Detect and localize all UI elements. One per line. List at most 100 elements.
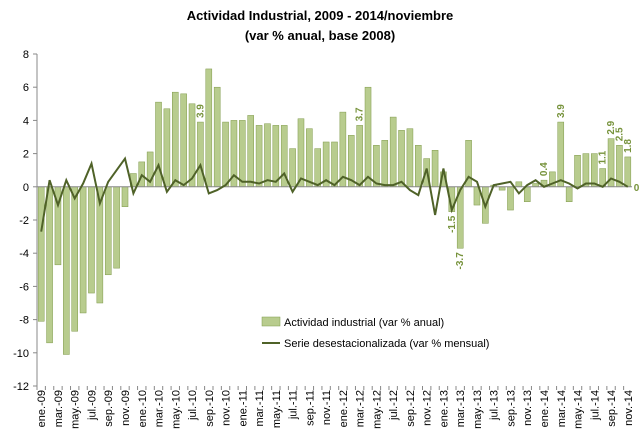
bar (507, 186, 514, 211)
bar (71, 186, 78, 332)
x-tick-label: mar.-10 (154, 390, 166, 427)
bar-value-label: 2.9 (606, 120, 617, 134)
bar (46, 186, 53, 344)
x-tick-label: nov.-12 (422, 390, 434, 426)
bar (205, 68, 213, 188)
bar-value-label: 2.5 (614, 127, 625, 141)
bar (523, 186, 531, 202)
y-tick-label: -2 (19, 215, 29, 227)
bar (79, 186, 87, 314)
bar-value-label: 1.8 (623, 139, 634, 153)
x-tick-label: jul.-12 (388, 390, 400, 421)
bar (255, 125, 263, 188)
bar-value-label: 3.7 (355, 107, 366, 121)
bar (364, 86, 372, 188)
x-tick-label: nov.-10 (221, 390, 233, 426)
x-tick-label: mar.-12 (355, 390, 367, 427)
bar (398, 130, 405, 188)
y-tick-label: -4 (19, 248, 29, 260)
y-tick-label: 2 (23, 149, 29, 161)
chart-subtitle: (var % anual, base 2008) (245, 28, 395, 43)
x-tick-label: may.-10 (170, 390, 182, 429)
x-tick-label: ene.-09 (36, 390, 48, 427)
bar (574, 155, 581, 188)
bar-value-label: -1.5 (447, 215, 458, 233)
bar (582, 153, 590, 188)
x-tick-label: sep.-11 (304, 390, 316, 426)
bar-value-label: 3.9 (195, 104, 206, 118)
bar (180, 93, 187, 188)
bar (104, 186, 112, 276)
bar-value-label: 1.1 (598, 150, 609, 164)
x-tick-label: nov.-13 (522, 390, 534, 426)
bar (289, 148, 296, 188)
bar-value-label: 3.9 (556, 104, 567, 118)
bar (121, 186, 129, 207)
bar (406, 128, 414, 188)
x-tick-label: may.-13 (472, 390, 484, 429)
bar (389, 116, 397, 188)
x-tick-label: jul.-11 (288, 390, 300, 420)
bar-value-label: -3.7 (455, 252, 466, 270)
bar (272, 125, 280, 188)
bar (264, 123, 271, 188)
bar (339, 111, 347, 188)
bar (381, 140, 389, 188)
x-tick-label: mar.-13 (455, 390, 467, 427)
bar (515, 181, 523, 188)
y-tick-label: 0 (23, 182, 29, 194)
bar (415, 145, 422, 188)
x-tick-label: nov.-09 (120, 390, 132, 426)
x-tick-label: ene.-11 (237, 390, 249, 427)
x-tick-label: sep.-09 (103, 390, 115, 427)
bar-value-label: 0.4 (539, 162, 550, 176)
x-tick-label: may.-14 (573, 390, 585, 429)
bar (239, 120, 246, 188)
bar (591, 153, 598, 188)
bar (113, 186, 120, 269)
y-tick-label: -12 (13, 381, 29, 393)
bar (306, 128, 313, 188)
x-tick-label: mar.-11 (254, 390, 266, 426)
line (40, 156, 629, 232)
y-tick-label: -10 (13, 348, 29, 360)
x-tick-label: sep.-12 (405, 390, 417, 427)
x-tick-label: may.-11 (271, 390, 283, 428)
x-tick-label: may.-09 (70, 390, 82, 429)
x-tick-label: sep.-13 (505, 390, 517, 427)
bar (431, 150, 439, 188)
x-tick-label: ene.-12 (338, 390, 350, 427)
x-tick-label: jul.-13 (489, 390, 501, 421)
bar (314, 148, 322, 188)
bar (565, 186, 573, 202)
chart-title: Actividad Industrial, 2009 - 2014/noviem… (187, 8, 454, 23)
x-tick-label: jul.-14 (589, 390, 601, 421)
x-tick-label: may.-12 (371, 390, 383, 429)
bar (297, 118, 305, 188)
line-value-label: 0 (634, 183, 640, 194)
bar (356, 125, 363, 188)
bar (37, 186, 45, 322)
x-tick-label: ene.-13 (438, 390, 450, 427)
bar (88, 186, 95, 294)
x-tick-label: nov.-14 (623, 390, 635, 426)
legend-label: Actividad industrial (var % anual) (284, 317, 444, 329)
x-tick-label: sep.-10 (204, 390, 216, 427)
bar (331, 141, 338, 188)
bar (624, 156, 632, 188)
y-tick-label: -6 (19, 281, 29, 293)
bar (172, 91, 179, 188)
bar (163, 108, 171, 188)
bar (247, 115, 254, 188)
x-tick-label: ene.-10 (137, 390, 149, 427)
x-tick-label: jul.-09 (86, 390, 98, 421)
y-tick-label: -8 (19, 315, 29, 327)
x-tick-label: jul.-10 (187, 390, 199, 421)
legend-label: Serie desestacionalizada (var % mensual) (284, 338, 489, 350)
y-tick-label: 4 (23, 115, 29, 127)
bar (197, 121, 204, 188)
y-tick-label: 6 (23, 82, 29, 94)
y-tick-label: 8 (23, 49, 29, 61)
x-tick-label: sep.-14 (606, 390, 618, 427)
